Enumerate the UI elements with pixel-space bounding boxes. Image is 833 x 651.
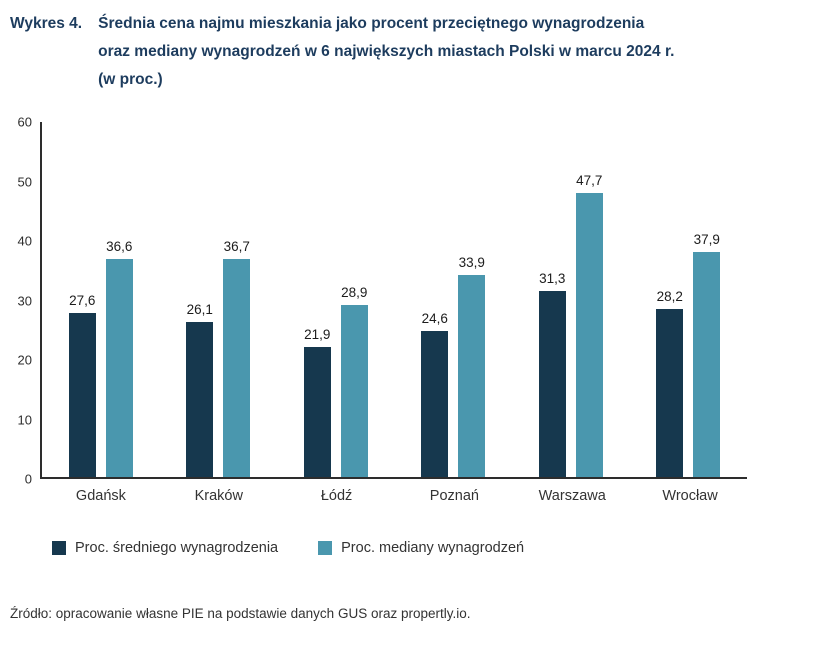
bar-chart: 0 10 20 30 40 50 60 27,6 36,6 26,1 36,7 21,9 28,9 24… (10, 116, 821, 486)
bar-value-label: 27,6 (69, 292, 96, 308)
legend-item: Proc. średniego wynagrodzenia (52, 540, 278, 556)
bar-avg-wage (656, 309, 684, 477)
bar-value-label: 47,7 (576, 173, 603, 189)
legend-item: Proc. mediany wynagrodzeń (318, 540, 524, 556)
bar-value-label: 36,7 (223, 238, 250, 254)
x-category-label: Gdańsk (75, 488, 126, 504)
bar-median-wage (223, 258, 251, 477)
legend-swatch (318, 541, 333, 555)
y-tick-label: 0 (24, 471, 32, 487)
bar-median-wage (105, 259, 133, 477)
bar-value-label: 21,9 (304, 326, 331, 342)
bar-group: 26,1 36,7 (160, 122, 278, 477)
bar-group: 21,9 28,9 (277, 122, 395, 477)
bar-value-label: 33,9 (458, 255, 485, 271)
bar-avg-wage (303, 346, 331, 477)
bar-with-label: 36,6 (105, 122, 133, 477)
x-category-label: Kraków (194, 488, 243, 504)
bar-with-label: 33,9 (458, 122, 486, 477)
bar-avg-wage (68, 312, 96, 477)
bar-with-label: 37,9 (693, 122, 721, 477)
bar-avg-wage (186, 321, 214, 477)
legend-label: Proc. średniego wynagrodzenia (75, 540, 279, 556)
bar-group: 27,6 36,6 (42, 122, 160, 477)
bar-avg-wage (538, 290, 566, 477)
bar-with-label: 24,6 (421, 122, 449, 477)
chart-header: Wykres 4. Średnia cena najmu mieszkania … (10, 10, 821, 94)
bar-with-label: 28,2 (656, 122, 684, 477)
y-tick-label: 10 (17, 412, 32, 427)
bar-with-label: 21,9 (303, 122, 331, 477)
bar-with-label: 31,3 (538, 122, 566, 477)
y-tick-label: 60 (17, 114, 32, 130)
bar-with-label: 36,7 (223, 122, 251, 477)
bar-with-label: 26,1 (186, 122, 214, 477)
bar-value-label: 24,6 (421, 310, 448, 326)
bar-value-label: 36,6 (106, 239, 133, 255)
source-note: Źródło: opracowanie własne PIE na podsta… (10, 606, 471, 621)
bar-value-label: 37,9 (693, 231, 720, 247)
y-axis: 0 10 20 30 40 50 60 (10, 116, 40, 486)
x-axis-labels: Gdańsk Kraków Łódź Poznań Warszawa Wrocław (42, 479, 749, 504)
figure-number: Wykres 4. (10, 15, 83, 32)
y-tick-label: 40 (17, 233, 32, 249)
y-tick-label: 50 (17, 174, 32, 189)
x-category-label: Łódź (320, 488, 353, 504)
bar-median-wage (340, 305, 368, 477)
bar-value-label: 26,1 (186, 301, 213, 317)
chart-title: Średnia cena najmu mieszkania jako proce… (98, 10, 674, 94)
x-category-label: Wrocław (662, 488, 718, 504)
bar-median-wage (693, 251, 721, 477)
legend: Proc. średniego wynagrodzenia Proc. media… (52, 540, 821, 556)
x-category-label: Poznań (429, 488, 479, 504)
y-tick-label: 20 (17, 352, 32, 368)
bar-group: 31,3 47,7 (512, 122, 630, 477)
chart-title-line-1: Średnia cena najmu mieszkania jako proce… (98, 15, 645, 32)
bar-value-label: 28,9 (341, 285, 368, 301)
bar-median-wage (575, 193, 603, 477)
legend-label: Proc. mediany wynagrodzeń (341, 540, 525, 556)
legend-swatch (52, 541, 66, 555)
bar-avg-wage (421, 330, 449, 477)
bar-with-label: 28,9 (340, 122, 368, 477)
bar-value-label: 31,3 (539, 270, 566, 286)
y-tick-label: 30 (17, 293, 32, 308)
bar-with-label: 27,6 (68, 122, 96, 477)
bar-median-wage (458, 275, 486, 477)
bar-group: 24,6 33,9 (395, 122, 513, 477)
chart-title-line-3: (w proc.) (98, 71, 163, 88)
bar-value-label: 28,2 (656, 289, 683, 305)
bar-group: 28,2 37,9 (630, 122, 748, 477)
bar-with-label: 47,7 (575, 122, 603, 477)
chart-title-line-2: oraz mediany wynagrodzeń w 6 największyc… (98, 43, 675, 60)
plot-area: 27,6 36,6 26,1 36,7 21,9 28,9 24,6 33,9 31,3 47,7… (40, 122, 747, 479)
x-category-label: Warszawa (538, 488, 606, 504)
